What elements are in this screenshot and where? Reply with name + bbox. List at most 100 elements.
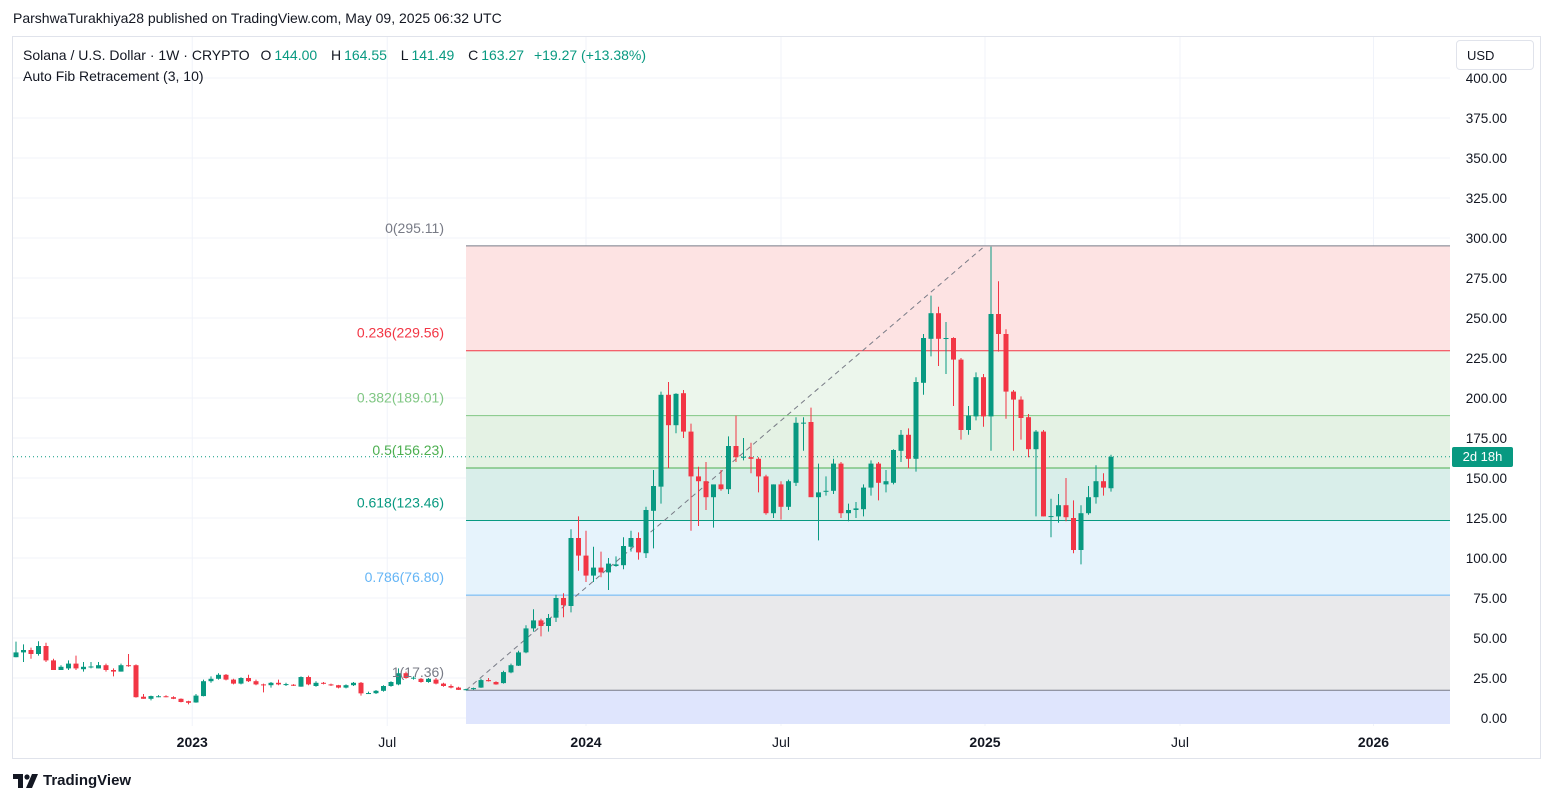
candle	[673, 393, 679, 434]
candle	[418, 678, 424, 683]
candle-body	[118, 665, 124, 672]
candle	[816, 463, 821, 541]
candle	[276, 679, 281, 686]
candle-body	[493, 682, 499, 685]
candle	[1078, 505, 1084, 565]
candle	[778, 481, 784, 520]
candles	[13, 246, 1114, 705]
candle-body	[688, 431, 694, 477]
candle-body	[208, 678, 214, 682]
candle	[201, 679, 206, 697]
fib-label-0.5: 0.5(156.23)	[372, 442, 444, 458]
legend-symbol-row: Solana / U.S. Dollar · 1W · CRYPTO O 144.…	[23, 45, 649, 66]
candle	[343, 684, 349, 689]
fib-label-0.618: 0.618(123.46)	[357, 494, 444, 510]
candle	[171, 696, 176, 700]
candle-body	[981, 377, 986, 417]
candle	[21, 644, 26, 662]
footer-brand: TradingView	[43, 772, 132, 789]
candle-body	[913, 382, 919, 459]
candle	[591, 546, 596, 582]
candle-body	[133, 665, 139, 698]
candle-body	[606, 563, 611, 573]
candle-body	[478, 680, 484, 688]
candle	[336, 684, 341, 689]
candle	[568, 529, 574, 613]
time-tick-label: Jul	[378, 734, 396, 750]
candle	[553, 594, 559, 622]
candle-body	[838, 463, 844, 514]
candle	[688, 423, 694, 531]
candle	[808, 407, 814, 498]
price-tick-label: 125.00	[1466, 511, 1507, 526]
candle	[531, 609, 536, 632]
candle-body	[373, 690, 379, 694]
candle	[111, 668, 116, 677]
candle	[126, 654, 131, 667]
candle	[313, 681, 319, 687]
fib-label-0.786: 0.786(76.80)	[365, 569, 444, 585]
open-value: 144.00	[274, 47, 318, 63]
candle-body	[613, 564, 619, 566]
candle-body	[328, 684, 334, 686]
time-tick-label: 2026	[1358, 734, 1389, 750]
bar-countdown-badge: 2d 18h	[1452, 447, 1513, 467]
candle	[508, 663, 514, 674]
change-value: +19.27 (+13.38%)	[533, 47, 647, 63]
candle	[448, 684, 454, 689]
candle	[103, 663, 109, 672]
price-tick-label: 275.00	[1466, 271, 1507, 286]
chart-legend: Solana / U.S. Dollar · 1W · CRYPTO O 144.…	[23, 45, 649, 87]
candle	[1033, 430, 1039, 517]
currency-button[interactable]: USD	[1456, 40, 1534, 70]
close-label: C	[468, 47, 479, 63]
candle-body	[928, 313, 934, 339]
candle	[186, 700, 191, 705]
price-tick-label: 225.00	[1466, 351, 1507, 366]
candle-body	[958, 359, 964, 430]
candle-body	[171, 697, 176, 699]
candle	[471, 687, 476, 690]
candle	[321, 682, 326, 685]
candle-body	[673, 393, 679, 426]
candle	[1071, 500, 1076, 554]
candle-body	[163, 696, 169, 698]
candle-body	[418, 678, 424, 682]
tradingview-logo[interactable]: TradingView	[13, 772, 131, 789]
candle-body	[1101, 481, 1106, 488]
candle	[1108, 454, 1114, 492]
candle	[921, 334, 926, 395]
price-tick-label: 400.00	[1466, 71, 1507, 86]
candle-body	[1003, 334, 1009, 392]
price-tick-label: 0.00	[1481, 711, 1507, 726]
candle	[711, 484, 716, 528]
candle	[666, 382, 671, 469]
candle	[681, 390, 686, 438]
candle-body	[1078, 513, 1084, 550]
symbol-title[interactable]: Solana / U.S. Dollar · 1W · CRYPTO	[23, 47, 250, 63]
candle	[1003, 329, 1009, 419]
candle-body	[13, 652, 19, 658]
candle	[261, 683, 266, 693]
candle-body	[538, 620, 544, 626]
candle-body	[853, 508, 859, 510]
candle	[643, 506, 649, 558]
candle	[463, 688, 469, 691]
candle-body	[216, 674, 221, 679]
candle	[516, 650, 521, 666]
candle-body	[1033, 431, 1039, 450]
indicator-title[interactable]: Auto Fib Retracement (3, 10)	[23, 68, 204, 84]
candle	[523, 625, 529, 654]
candle-body	[756, 458, 761, 477]
fib-label-0: 0(295.11)	[385, 220, 444, 236]
candle-body	[1041, 431, 1046, 517]
candle-body	[1026, 417, 1031, 450]
candle-body	[298, 677, 304, 687]
fib-zone	[466, 520, 1450, 596]
candle	[43, 642, 49, 662]
candle	[291, 684, 296, 686]
candle-body	[253, 681, 259, 685]
candle-body	[28, 650, 34, 654]
candle-body	[1048, 516, 1054, 518]
